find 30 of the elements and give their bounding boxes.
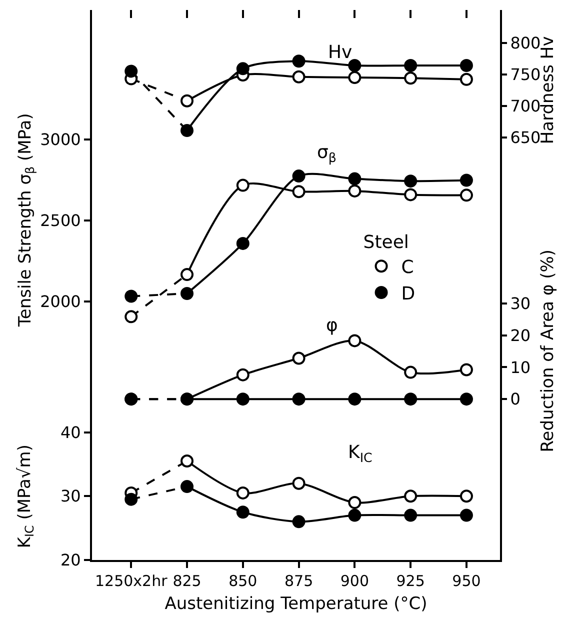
y3-tick-label: 30 [510,294,531,313]
x-tick-label: 850 [228,572,258,590]
x-tick-label: 925 [396,572,425,590]
y-tick-label: 2500 [40,211,81,230]
legend-label: D [401,284,416,305]
x-tick-label: 875 [284,572,314,590]
y3-tick-label: 0 [510,390,520,409]
y-tick-label: 2000 [40,292,81,312]
y-tick-label: 3000 [40,130,81,150]
y-tick-label: 30 [60,486,81,506]
y3-axis-title: Reduction of Area φ (%) [538,249,558,452]
y2-tick-label: 750 [510,64,541,84]
y2-tick-label: 700 [510,96,541,116]
annotation: Hv [328,42,353,63]
y3-tick-label: 10 [510,358,531,377]
y-tick-label: 40 [60,422,81,442]
x-tick-label: 1250x2hr [94,572,168,590]
x-tick-label: 950 [452,572,481,590]
y2-tick-label: 650 [510,128,541,148]
x-axis-title: Austenitizing Temperature (°C) [164,594,428,614]
x-tick-label: 900 [340,572,369,590]
annotation: σ$_{β}$ [317,142,336,165]
y3-tick-label: 20 [510,326,531,345]
legend-label: C [401,257,414,278]
y2-tick-label: 800 [510,33,541,52]
y-tick-label: 20 [60,550,81,570]
x-tick-label: 825 [172,572,202,590]
legend-title: Steel [363,232,409,253]
annotation: K$_{IC}$ [348,442,373,465]
annotation: φ [326,315,338,336]
